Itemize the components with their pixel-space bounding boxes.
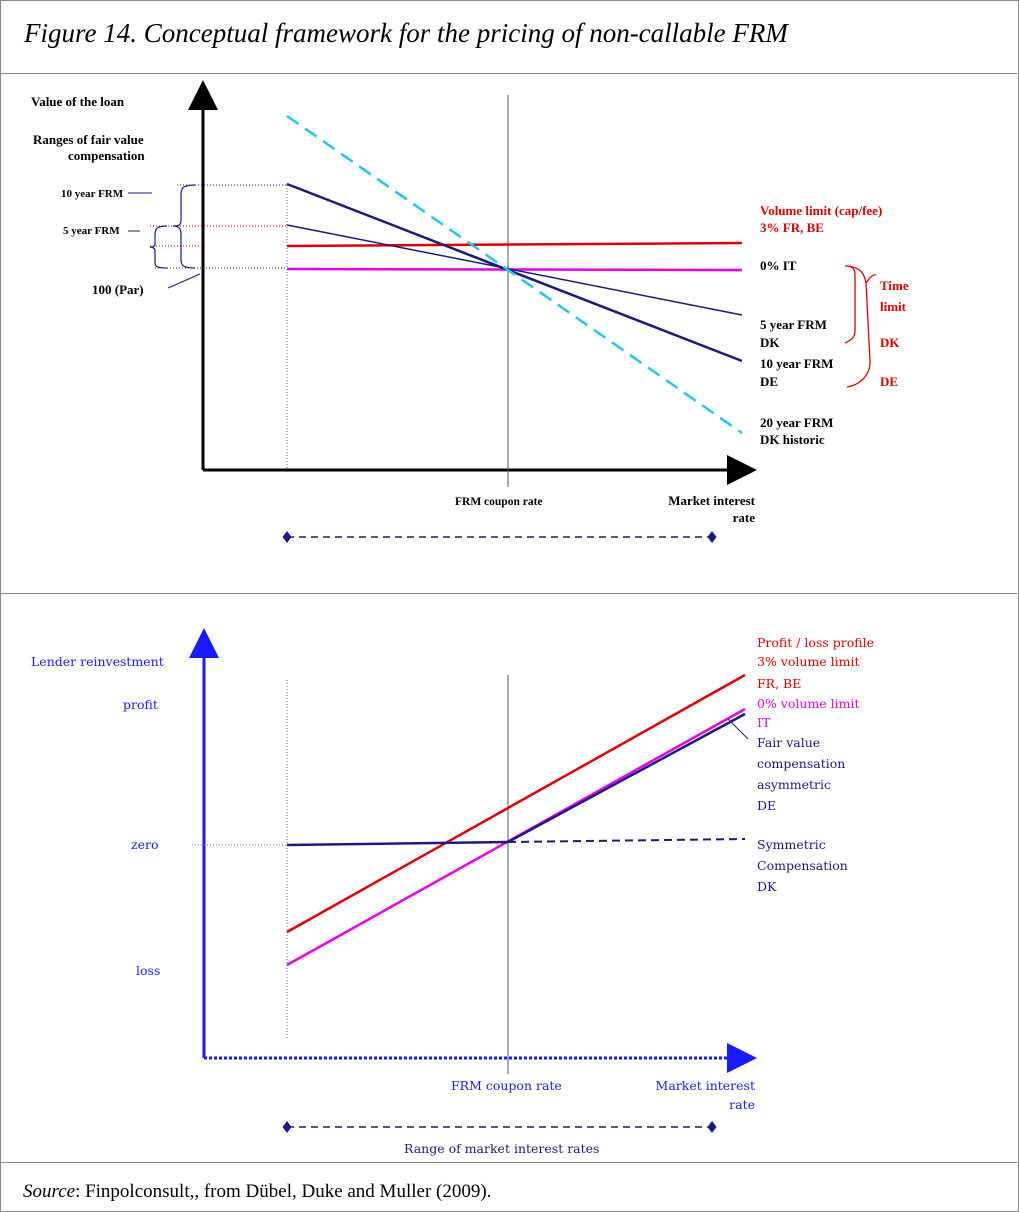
frm20-label-1: 20 year FRM	[760, 415, 833, 430]
line-profit-3pct	[286, 673, 746, 934]
pl-label-2: 3% volume limit	[757, 654, 860, 669]
divider-middle	[0, 593, 1017, 594]
time-limit-dk: DK	[880, 335, 900, 350]
bottom-x-label-1: Market interest	[656, 1078, 755, 1093]
fv-label-4: DE	[757, 798, 776, 813]
top-diagram: Value of the loan Ranges of fair value c…	[31, 80, 909, 543]
top-x-label-2: rate	[733, 510, 756, 525]
volume-limit-label-1: Volume limit (cap/fee)	[760, 203, 882, 218]
label-10y-range: 10 year FRM	[61, 188, 124, 200]
line-asymmetric	[507, 712, 746, 844]
frm20-label-2: DK historic	[760, 432, 825, 447]
top-y-axis-label: Value of the loan	[31, 94, 125, 109]
pl-label-1: Profit / loss profile	[757, 635, 874, 650]
zero-label: zero	[131, 837, 158, 852]
time-brace-de	[846, 265, 871, 388]
sym-label-1: Symmetric	[757, 837, 826, 852]
source-text: : Finpolconsult,, from Dübel, Duke and M…	[75, 1181, 492, 1202]
pointer-fair-value	[727, 718, 749, 740]
label-par: 100 (Par)	[92, 282, 144, 297]
figure-title: Figure 14. Conceptual framework for the …	[24, 18, 788, 48]
it-label: 0% IT	[760, 258, 797, 273]
ranges-label-1: Ranges of fair value	[33, 132, 144, 147]
time-limit-label-2: limit	[880, 299, 907, 314]
pl-label-3: FR, BE	[757, 676, 801, 691]
loss-label: loss	[136, 963, 160, 978]
fv-label-3: asymmetric	[757, 777, 831, 792]
line-5y-frm	[286, 224, 743, 316]
bottom-y-label-2: profit	[123, 697, 158, 712]
bottom-y-label-1: Lender reinvestment	[31, 654, 164, 669]
pointer-par	[167, 273, 201, 289]
time-limit-label-1: Time	[880, 278, 909, 293]
time-brace-dk	[844, 265, 856, 344]
volume-limit-label-2: 3% FR, BE	[760, 220, 824, 235]
frm5-label-1: 5 year FRM	[760, 317, 827, 332]
divider-top	[0, 73, 1017, 74]
frm10-label-2: DE	[760, 374, 778, 389]
fv-label-2: compensation	[757, 756, 845, 771]
line-20y-frm	[286, 114, 743, 435]
pl-label-5: IT	[757, 715, 771, 730]
brace-5y	[149, 225, 168, 269]
top-coupon-label: FRM coupon rate	[455, 496, 543, 508]
fv-label-1: Fair value	[757, 735, 820, 750]
sym-label-3: DK	[757, 879, 777, 894]
pl-label-4: 0% volume limit	[757, 696, 860, 711]
line-3pct-volume-limit	[286, 241, 743, 248]
bottom-coupon-label: FRM coupon rate	[451, 1078, 562, 1093]
brace-10y	[172, 184, 196, 269]
range-label: Range of market interest rates	[404, 1141, 599, 1156]
sym-label-2: Compensation	[757, 858, 848, 873]
label-5y-range: 5 year FRM	[63, 225, 120, 237]
line-symmetric-right	[507, 838, 746, 843]
time-brace-tip	[865, 274, 877, 284]
source-prefix: Source	[23, 1181, 76, 1202]
bottom-diagram: Lender reinvestment profit zero loss FRM…	[31, 628, 874, 1156]
frm10-label-1: 10 year FRM	[760, 356, 833, 371]
line-symmetric-left	[286, 840, 509, 847]
line-10y-frm	[286, 182, 743, 363]
bottom-x-label-2: rate	[729, 1097, 755, 1112]
time-limit-de: DE	[880, 374, 898, 389]
source-note: Source: Finpolconsult,, from Dübel, Duke…	[23, 1181, 491, 1203]
frm5-label-2: DK	[760, 335, 780, 350]
divider-bottom	[0, 1162, 1017, 1163]
ranges-label-2: compensation	[68, 148, 145, 163]
top-x-label-1: Market interest	[668, 493, 755, 508]
